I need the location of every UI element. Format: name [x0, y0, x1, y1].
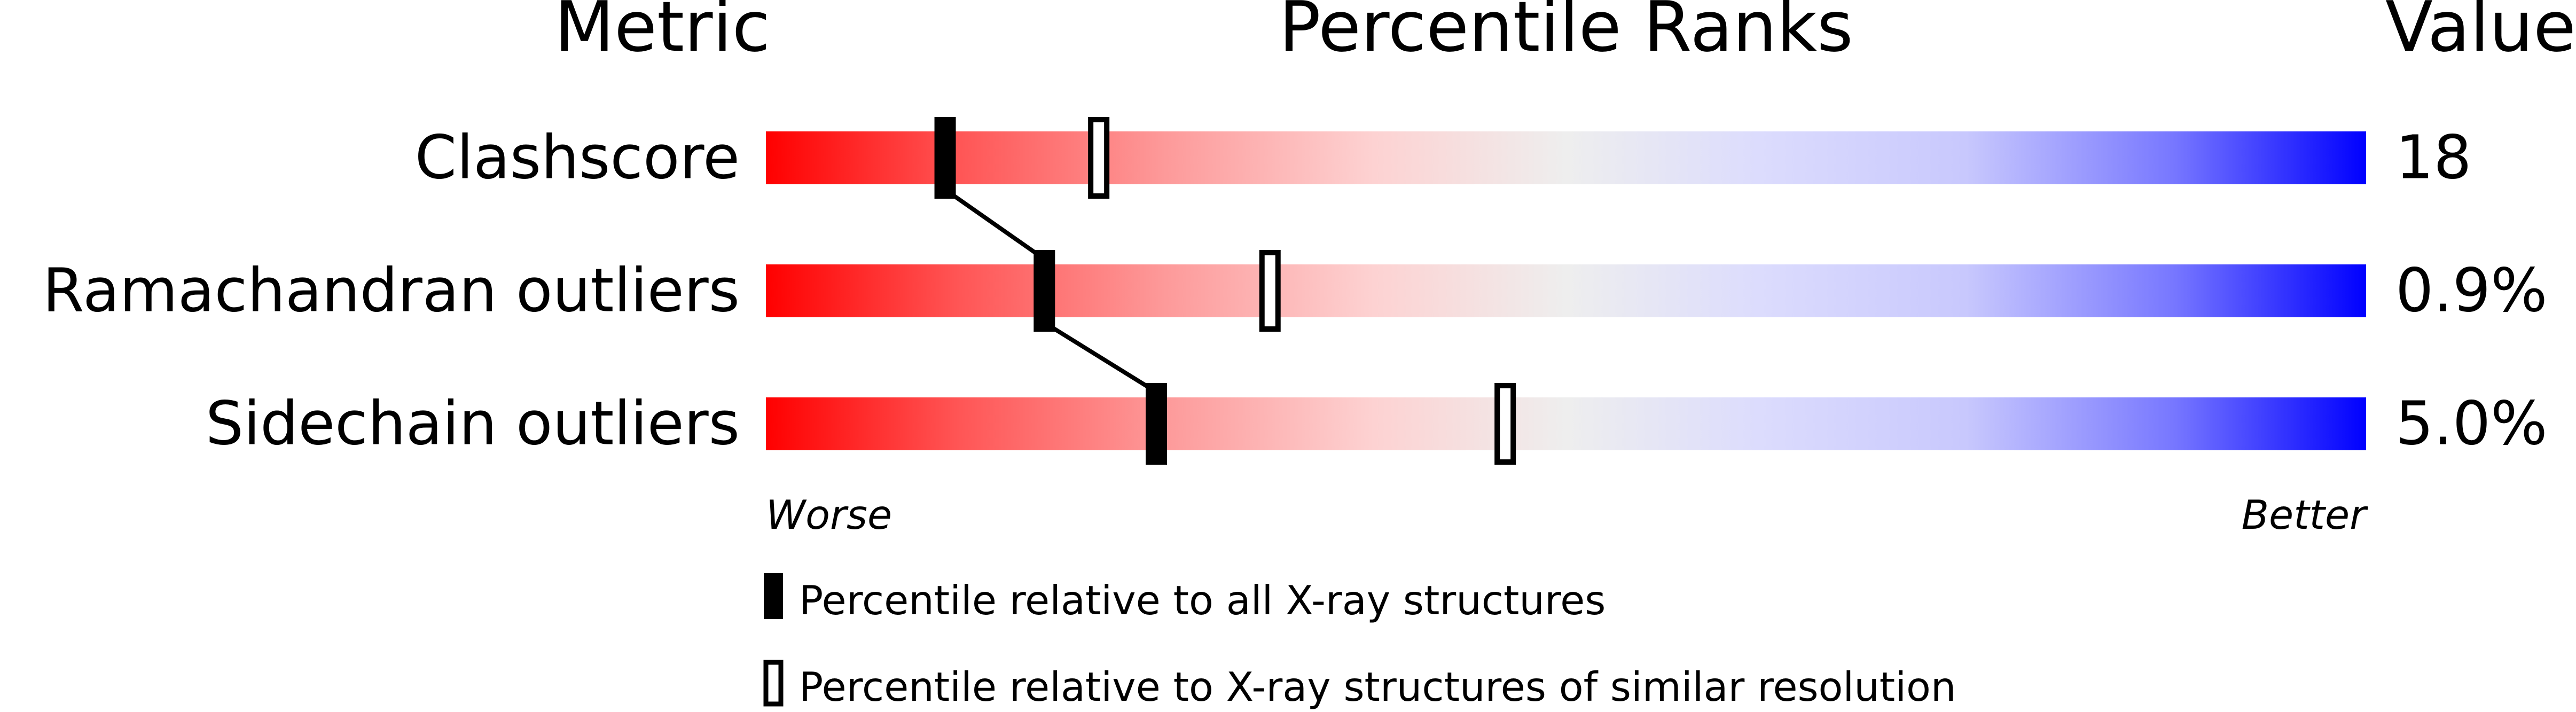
percentile-bar — [766, 131, 2366, 184]
legend-all-label: Percentile relative to all X-ray structu… — [799, 577, 1606, 624]
connector-line — [1043, 320, 1158, 394]
metric-label: Sidechain outliers — [206, 389, 740, 459]
metric-label: Ramachandran outliers — [43, 256, 740, 326]
similar-resolution-marker — [1259, 250, 1281, 332]
metric-value: 0.9% — [2395, 256, 2548, 326]
legend-filled-marker-icon — [764, 573, 783, 619]
percentile-bar — [766, 397, 2366, 450]
metric-value: 5.0% — [2395, 389, 2548, 459]
worse-label: Worse — [766, 491, 892, 538]
header-metric: Metric — [554, 0, 770, 67]
all-structures-marker — [934, 117, 956, 199]
all-structures-marker — [1146, 383, 1168, 465]
header-value: Value — [2385, 0, 2576, 67]
connector-line — [944, 187, 1046, 261]
legend-similar-label: Percentile relative to X-ray structures … — [799, 663, 1956, 710]
percentile-bar — [766, 264, 2366, 317]
better-label: Better — [2242, 491, 2369, 538]
similar-resolution-marker — [1494, 383, 1516, 465]
legend-open-marker-icon — [763, 660, 784, 707]
metric-label: Clashscore — [415, 123, 740, 193]
metric-value: 18 — [2395, 123, 2472, 193]
similar-resolution-marker — [1088, 117, 1110, 199]
header-percentile: Percentile Ranks — [1279, 0, 1853, 67]
all-structures-marker — [1033, 250, 1055, 332]
